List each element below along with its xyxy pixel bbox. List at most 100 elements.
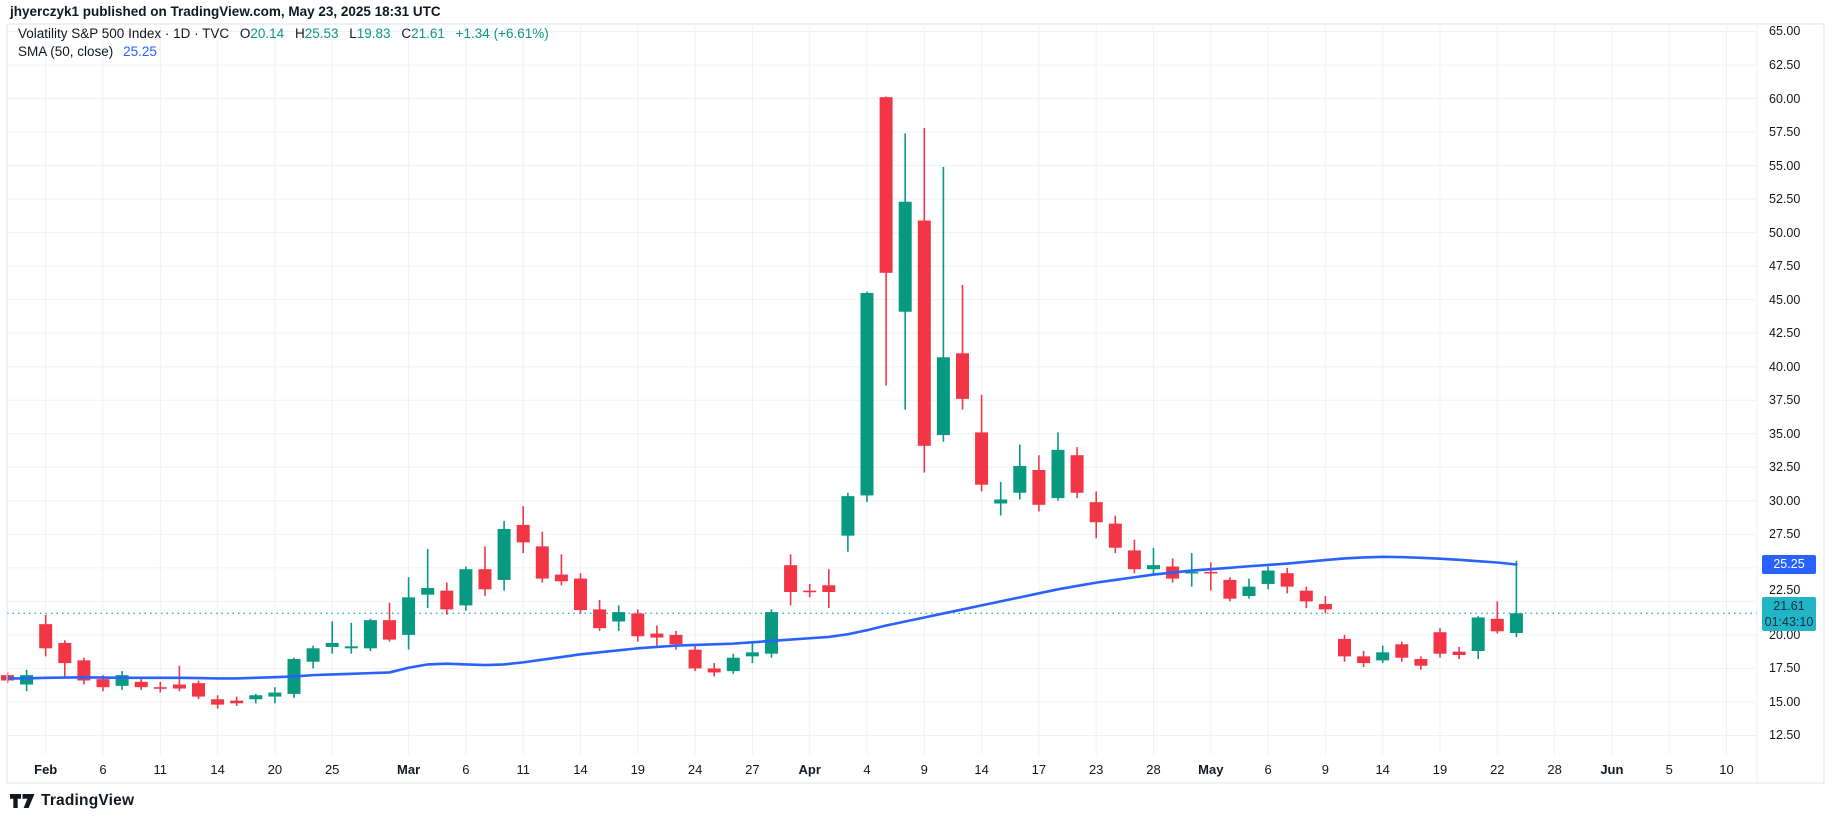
candle[interactable]: [707, 663, 721, 677]
candle[interactable]: [363, 618, 377, 651]
candle[interactable]: [459, 566, 473, 611]
candle[interactable]: [936, 166, 950, 442]
candle[interactable]: [726, 653, 740, 674]
candle[interactable]: [383, 602, 396, 642]
candle[interactable]: [535, 531, 549, 583]
candle[interactable]: [115, 671, 129, 690]
candle[interactable]: [497, 520, 511, 591]
time-tick-label: 6: [462, 762, 470, 777]
candle[interactable]: [478, 546, 492, 597]
candle[interactable]: [574, 573, 587, 614]
tradingview-attribution[interactable]: TradingView: [10, 792, 134, 810]
candle-body: [1070, 455, 1084, 493]
candle[interactable]: [192, 680, 205, 700]
candle[interactable]: [975, 394, 989, 492]
candle-body: [650, 633, 664, 638]
candle[interactable]: [211, 695, 225, 709]
candle[interactable]: [1452, 646, 1466, 660]
candle[interactable]: [841, 492, 855, 552]
candle-body: [153, 687, 167, 689]
candle[interactable]: [1509, 560, 1523, 638]
candle[interactable]: [39, 614, 53, 657]
candle[interactable]: [1471, 616, 1485, 660]
candle[interactable]: [306, 645, 320, 669]
candle[interactable]: [612, 605, 626, 631]
candle[interactable]: [1338, 634, 1351, 662]
candle[interactable]: [994, 482, 1008, 516]
candle[interactable]: [516, 506, 530, 554]
candle[interactable]: [898, 133, 912, 410]
publish-byline: jhyerczyk1 published on TradingView.com,…: [10, 4, 441, 19]
candle[interactable]: [1242, 578, 1256, 599]
candle[interactable]: [1013, 444, 1027, 500]
time-tick-label: 20: [267, 762, 283, 777]
candle[interactable]: [765, 609, 778, 658]
low-value: 19.83: [356, 26, 391, 41]
candle[interactable]: [1070, 447, 1084, 499]
candle[interactable]: [554, 554, 568, 586]
candle[interactable]: [77, 657, 91, 685]
candle[interactable]: [1433, 628, 1447, 658]
candle[interactable]: [1414, 656, 1428, 670]
candle-body: [478, 569, 492, 590]
candle[interactable]: [784, 554, 798, 606]
candle-body: [956, 353, 969, 399]
candle[interactable]: [421, 549, 435, 609]
candle[interactable]: [1261, 566, 1275, 590]
candle[interactable]: [1299, 586, 1313, 609]
candle-body: [1299, 590, 1313, 602]
candle[interactable]: [153, 681, 167, 693]
candle[interactable]: [249, 693, 263, 704]
open-label: O: [239, 26, 251, 41]
candle[interactable]: [745, 642, 759, 664]
candle-body: [1242, 586, 1256, 597]
candle[interactable]: [325, 621, 339, 654]
candle[interactable]: [1204, 562, 1218, 591]
candle[interactable]: [268, 687, 282, 704]
candle[interactable]: [230, 696, 244, 706]
candle[interactable]: [1490, 601, 1504, 634]
candle[interactable]: [58, 640, 72, 677]
candle-body: [1338, 638, 1351, 657]
candle[interactable]: [402, 577, 416, 650]
candle[interactable]: [803, 583, 817, 598]
candle[interactable]: [1127, 539, 1141, 574]
candle[interactable]: [1051, 432, 1065, 501]
candle[interactable]: [688, 645, 702, 672]
candle-body: [77, 660, 91, 681]
candle[interactable]: [1395, 641, 1409, 662]
candle[interactable]: [1223, 577, 1237, 602]
candle[interactable]: [879, 96, 893, 386]
candle-body: [1376, 652, 1390, 661]
candle-body: [1089, 502, 1103, 523]
candle[interactable]: [1108, 515, 1122, 554]
candle[interactable]: [860, 291, 874, 503]
candle[interactable]: [134, 677, 148, 690]
sma-line[interactable]: [6, 555, 1518, 680]
candle[interactable]: [956, 284, 969, 410]
time-tick-label: 22: [1490, 762, 1505, 777]
candle[interactable]: [1166, 558, 1180, 583]
candle-body: [1223, 579, 1237, 599]
candle-body: [803, 590, 817, 593]
time-tick-label: 6: [99, 762, 107, 777]
candle[interactable]: [650, 625, 664, 646]
candle[interactable]: [1376, 645, 1390, 664]
candle[interactable]: [1318, 596, 1332, 614]
candle[interactable]: [344, 622, 358, 654]
candle[interactable]: [20, 669, 34, 692]
candle[interactable]: [631, 609, 645, 642]
candle[interactable]: [822, 569, 836, 609]
candle-body: [20, 675, 34, 685]
candle[interactable]: [440, 582, 454, 615]
candle[interactable]: [917, 128, 931, 473]
candle[interactable]: [1147, 547, 1160, 576]
candle[interactable]: [1357, 650, 1371, 668]
candle-body: [1471, 617, 1485, 651]
candle[interactable]: [1089, 491, 1103, 539]
candle[interactable]: [1032, 455, 1046, 512]
candle[interactable]: [593, 600, 607, 631]
candle[interactable]: [1280, 567, 1294, 594]
